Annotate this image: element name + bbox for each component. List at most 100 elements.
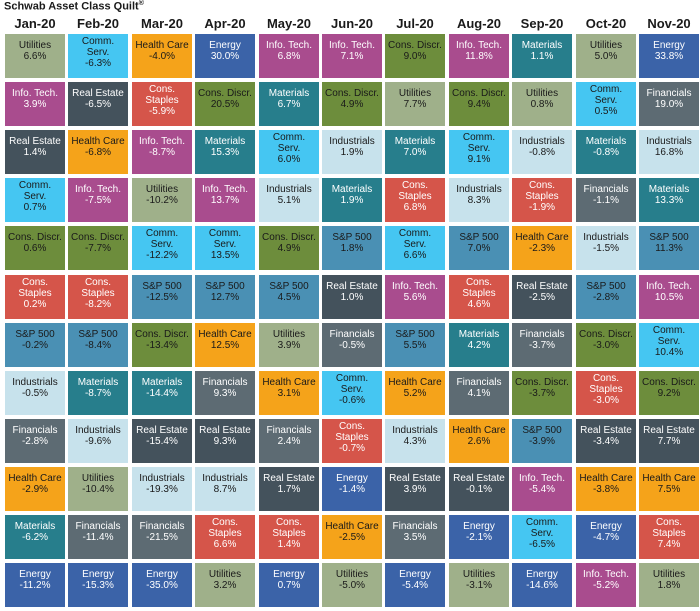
sector-name: Financials: [583, 184, 629, 195]
sector-return: -0.5%: [21, 388, 49, 399]
sector-return: -9.6%: [84, 436, 112, 447]
sector-return: 10.4%: [654, 347, 684, 358]
sector-return: 2.6%: [467, 436, 491, 447]
sector-return: 4.1%: [467, 388, 491, 399]
sector-return: -1.5%: [592, 243, 620, 254]
sector-name: S&P 500: [586, 281, 626, 292]
sector-name: Cons. Discr.: [579, 329, 633, 340]
quilt-cell: Info. Tech. 3.9%: [5, 82, 65, 126]
quilt-cell: Real Estate -6.5%: [68, 82, 128, 126]
quilt-cell: Financials -0.5%: [322, 323, 382, 367]
sector-name: Industrials: [139, 473, 185, 484]
sector-return: 7.0%: [467, 243, 491, 254]
sector-name: Comm. Serv.: [462, 132, 496, 154]
sector-return: 2.4%: [277, 436, 301, 447]
quilt-cell: Comm. Serv. -6.3%: [68, 34, 128, 78]
sector-return: -0.5%: [338, 340, 366, 351]
sector-name: Cons. Discr.: [642, 377, 696, 388]
sector-name: Materials: [14, 521, 56, 532]
sector-return: 6.7%: [277, 99, 301, 110]
quilt-cell: Real Estate 3.9%: [385, 467, 445, 511]
sector-return: -0.1%: [465, 484, 493, 495]
sector-return: 9.3%: [213, 388, 237, 399]
sector-name: S&P 500: [205, 281, 245, 292]
sector-return: 6.0%: [277, 154, 301, 165]
sector-name: Comm. Serv.: [272, 132, 306, 154]
quilt-cell: Utilities 7.7%: [385, 82, 445, 126]
quilt-cell: Energy -1.4%: [322, 467, 382, 511]
sector-return: 9.3%: [213, 436, 237, 447]
sector-name: Industrials: [12, 377, 58, 388]
sector-name: Cons. Staples: [145, 84, 179, 106]
quilt-cell: Info. Tech. 7.1%: [322, 34, 382, 78]
quilt-cell: S&P 500 5.5%: [385, 323, 445, 367]
sector-return: 3.9%: [23, 99, 47, 110]
sector-name: Materials: [521, 40, 563, 51]
quilt-cell: Cons. Staples -5.9%: [132, 82, 192, 126]
sector-return: 6.6%: [213, 539, 237, 550]
column-header-jun-20: Jun-20: [331, 16, 373, 31]
sector-name: Info. Tech.: [392, 281, 438, 292]
quilt-cell: Materials -6.2%: [5, 515, 65, 559]
sector-name: Industrials: [329, 136, 375, 147]
sector-return: 3.5%: [403, 532, 427, 543]
sector-name: Energy: [209, 40, 241, 51]
quilt-cell: Health Care 3.1%: [259, 371, 319, 415]
sector-return: 12.7%: [210, 292, 240, 303]
sector-return: 33.8%: [654, 51, 684, 62]
sector-return: -8.7%: [84, 388, 112, 399]
sector-name: Industrials: [392, 425, 438, 436]
quilt-cell: Info. Tech. 13.7%: [195, 178, 255, 222]
sector-return: 3.9%: [403, 484, 427, 495]
chart-title-text: Schwab Asset Class Quilt: [4, 0, 139, 13]
quilt-cell: Cons. Discr. -13.4%: [132, 323, 192, 367]
sector-return: 30.0%: [210, 51, 240, 62]
sector-name: S&P 500: [15, 329, 55, 340]
sector-return: 0.7%: [277, 580, 301, 591]
sector-name: Industrials: [519, 136, 565, 147]
quilt-cell: Industrials 8.3%: [449, 178, 509, 222]
sector-return: -5.0%: [338, 580, 366, 591]
sector-return: 0.8%: [530, 99, 554, 110]
quilt-cell: Comm. Serv. 9.1%: [449, 130, 509, 174]
sector-name: Financials: [646, 88, 692, 99]
sector-return: 6.8%: [277, 51, 301, 62]
sector-return: 11.3%: [655, 243, 683, 254]
sector-name: Comm. Serv.: [589, 84, 623, 106]
sector-return: -8.4%: [84, 340, 112, 351]
quilt-cell: Materials -0.8%: [576, 130, 636, 174]
sector-return: 15.3%: [210, 147, 240, 158]
sector-name: Utilities: [462, 569, 496, 580]
sector-name: Health Care: [642, 473, 696, 484]
quilt-cell: Energy 30.0%: [195, 34, 255, 78]
column-header-apr-20: Apr-20: [204, 16, 246, 31]
quilt-cell: S&P 500 7.0%: [449, 226, 509, 270]
quilt-cell: Industrials 16.8%: [639, 130, 699, 174]
sector-name: Financials: [456, 377, 502, 388]
sector-name: Utilities: [652, 569, 686, 580]
quilt-cell: Info. Tech. 11.8%: [449, 34, 509, 78]
quilt-cell: S&P 500 -2.8%: [576, 275, 636, 319]
quilt-cell: Comm. Serv. 6.0%: [259, 130, 319, 174]
sector-return: -10.4%: [82, 484, 114, 495]
quilt-cell: Info. Tech. 5.6%: [385, 275, 445, 319]
quilt-cell: Comm. Serv. -12.2%: [132, 226, 192, 270]
sector-return: -3.9%: [528, 436, 556, 447]
sector-return: -2.5%: [528, 292, 556, 303]
quilt-cell: Energy -2.1%: [449, 515, 509, 559]
sector-return: -3.7%: [528, 340, 556, 351]
quilt-cell: Cons. Discr. 4.9%: [259, 226, 319, 270]
sector-name: Financials: [266, 425, 312, 436]
column-header-feb-20: Feb-20: [77, 16, 119, 31]
sector-name: S&P 500: [522, 425, 562, 436]
sector-name: Energy: [273, 569, 305, 580]
sector-name: Cons. Discr.: [325, 88, 379, 99]
quilt-cell: Info. Tech. -5.2%: [576, 563, 636, 607]
sector-return: -1.4%: [338, 484, 366, 495]
quilt-cell: Cons. Discr. 9.4%: [449, 82, 509, 126]
sector-name: Materials: [204, 136, 246, 147]
sector-return: -0.6%: [338, 395, 366, 406]
sector-name: Info. Tech.: [75, 184, 121, 195]
quilt-cell: Energy 33.8%: [639, 34, 699, 78]
quilt-cell: Financials 2.4%: [259, 419, 319, 463]
